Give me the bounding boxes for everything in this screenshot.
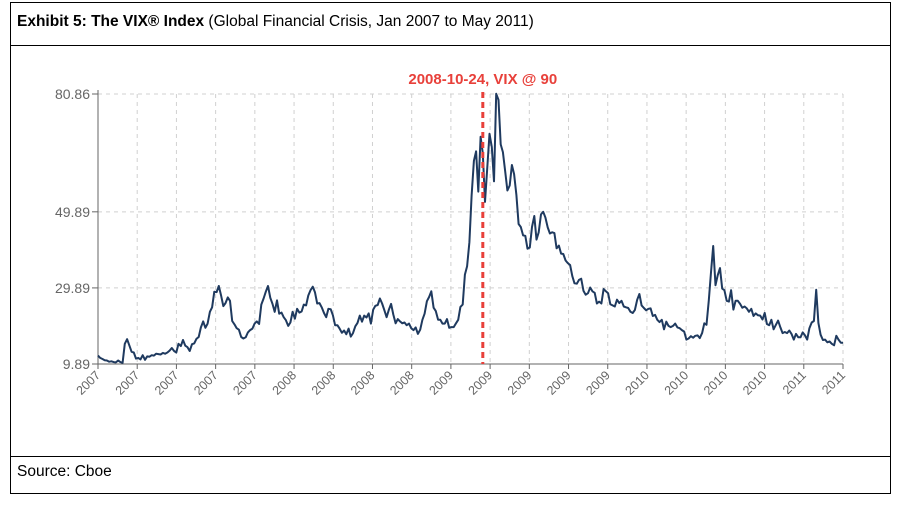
exhibit-subtitle: (Global Financial Crisis, Jan 2007 to Ma… (204, 13, 534, 30)
x-tick-label: 2008 (387, 368, 417, 398)
y-tick-label: 80.86 (55, 86, 90, 102)
y-tick-label: 29.89 (55, 280, 90, 296)
x-tick-label: 2009 (544, 368, 574, 398)
x-axis-ticks: 2007 2007 2007 2007 2007 2008 2008 2008 2008 2009… (74, 364, 848, 398)
x-tick-label: 2010 (740, 368, 770, 398)
x-tick-label: 2011 (780, 368, 809, 397)
x-tick-label: 2007 (191, 368, 221, 398)
exhibit-frame: Exhibit 5: The VIX® Index (Global Financ… (10, 2, 891, 494)
axes (97, 90, 843, 365)
x-tick-label: 2010 (701, 368, 731, 398)
x-tick-label: 2008 (309, 368, 339, 398)
x-tick-label: 2008 (348, 368, 378, 398)
y-axis-ticks: 9.89 29.89 49.89 80.86 (55, 86, 98, 372)
x-tick-label: 2007 (152, 368, 182, 398)
x-tick-label: 2008 (270, 368, 300, 398)
x-tick-label: 2010 (662, 368, 692, 398)
x-tick-label: 2009 (505, 368, 535, 398)
y-tick-label: 9.89 (63, 356, 90, 372)
exhibit-footer: Source: Cboe (11, 456, 890, 495)
vix-series-line (97, 92, 843, 364)
x-tick-label: 2009 (466, 368, 496, 398)
x-tick-label: 2009 (426, 368, 456, 398)
x-tick-label: 2007 (113, 368, 143, 398)
exhibit-title: Exhibit 5: The VIX® Index (17, 13, 205, 30)
annotation-label: 2008-10-24, VIX @ 90 (408, 71, 557, 88)
y-tick-label: 49.89 (55, 204, 90, 220)
x-tick-label: 2010 (623, 368, 653, 398)
chart-area: 9.89 29.89 49.89 80.86 2007 2007 2007 2007 2007… (11, 46, 890, 456)
exhibit-header: Exhibit 5: The VIX® Index (Global Financ… (11, 3, 890, 46)
x-tick-label: 2007 (230, 368, 260, 398)
x-tick-label: 2011 (819, 368, 848, 397)
source-note: Source: Cboe (17, 463, 112, 480)
x-tick-label: 2007 (74, 368, 104, 398)
x-tick-label: 2009 (583, 368, 613, 398)
